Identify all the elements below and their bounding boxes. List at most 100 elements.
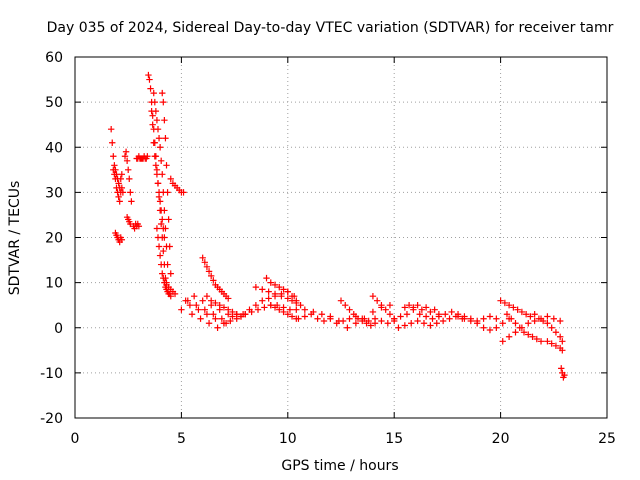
y-tick-label: 40 bbox=[45, 140, 63, 156]
data-point bbox=[537, 315, 545, 322]
data-point bbox=[414, 301, 421, 309]
data-point bbox=[111, 162, 118, 169]
data-point bbox=[145, 71, 152, 79]
data-point bbox=[558, 365, 565, 372]
y-tick-label: 30 bbox=[45, 185, 63, 201]
data-point bbox=[233, 315, 240, 322]
data-point bbox=[259, 297, 266, 304]
data-point bbox=[520, 329, 528, 336]
data-point bbox=[157, 157, 165, 164]
data-point bbox=[144, 153, 151, 160]
data-point bbox=[163, 162, 170, 169]
x-tick-label: 0 bbox=[71, 431, 80, 447]
data-point bbox=[544, 320, 551, 327]
data-point bbox=[288, 313, 296, 320]
data-point bbox=[203, 311, 211, 318]
data-point bbox=[548, 340, 555, 347]
data-point bbox=[263, 274, 270, 282]
data-point bbox=[371, 320, 379, 327]
data-point bbox=[395, 324, 402, 331]
data-point bbox=[116, 198, 123, 205]
data-point bbox=[442, 311, 449, 318]
data-point bbox=[210, 277, 217, 284]
data-point bbox=[408, 320, 415, 327]
data-point bbox=[410, 304, 417, 311]
data-point bbox=[110, 153, 117, 160]
data-point bbox=[210, 311, 217, 318]
data-point bbox=[115, 180, 122, 187]
y-tick-label: 10 bbox=[45, 276, 63, 292]
x-tick-label: 20 bbox=[492, 431, 510, 447]
data-point bbox=[135, 223, 143, 230]
data-point bbox=[265, 288, 272, 295]
data-point bbox=[384, 320, 392, 327]
data-point bbox=[197, 315, 204, 322]
data-point bbox=[335, 317, 343, 325]
x-axis-title: GPS time / hours bbox=[281, 458, 398, 474]
data-point bbox=[454, 313, 462, 320]
data-point bbox=[346, 315, 353, 322]
data-point bbox=[113, 184, 120, 192]
data-point bbox=[531, 317, 538, 325]
data-point bbox=[344, 324, 351, 331]
data-point bbox=[531, 311, 538, 318]
data-point bbox=[151, 153, 158, 160]
data-point bbox=[261, 304, 268, 311]
data-point bbox=[448, 308, 455, 316]
data-point bbox=[152, 162, 160, 169]
data-point bbox=[503, 311, 511, 318]
data-point bbox=[248, 308, 255, 316]
data-point bbox=[126, 175, 133, 183]
data-point bbox=[259, 286, 266, 293]
data-point bbox=[154, 234, 162, 241]
data-point bbox=[171, 290, 179, 298]
data-point bbox=[115, 193, 122, 201]
data-point bbox=[401, 322, 409, 329]
data-point bbox=[212, 299, 219, 307]
data-point bbox=[161, 207, 168, 214]
data-point bbox=[461, 315, 468, 322]
x-tick-label: 5 bbox=[177, 431, 186, 447]
data-point bbox=[122, 148, 130, 155]
data-point bbox=[382, 306, 389, 313]
data-point bbox=[159, 89, 166, 97]
data-point bbox=[162, 135, 169, 142]
data-point bbox=[533, 335, 540, 343]
data-point bbox=[552, 329, 560, 336]
data-point bbox=[403, 311, 411, 318]
x-tick-label: 15 bbox=[385, 431, 403, 447]
data-point bbox=[164, 261, 171, 268]
data-point bbox=[352, 320, 360, 327]
data-point bbox=[422, 313, 430, 320]
data-point bbox=[556, 333, 564, 340]
data-point bbox=[193, 301, 200, 309]
data-point bbox=[363, 320, 370, 327]
data-point bbox=[186, 301, 194, 309]
data-point bbox=[188, 311, 196, 318]
data-point bbox=[195, 306, 202, 313]
data-point bbox=[123, 157, 131, 164]
data-point bbox=[254, 306, 262, 313]
data-point bbox=[199, 254, 206, 262]
data-point bbox=[214, 324, 221, 331]
data-point bbox=[271, 281, 279, 289]
y-axis-title: SDTVAR / TECUs bbox=[7, 181, 23, 296]
data-point bbox=[561, 371, 568, 379]
data-point bbox=[220, 304, 228, 311]
data-point bbox=[505, 333, 513, 340]
data-point bbox=[508, 315, 515, 322]
data-point bbox=[552, 342, 560, 349]
data-point bbox=[439, 317, 447, 325]
data-point bbox=[280, 308, 287, 316]
data-point bbox=[160, 247, 167, 255]
data-point bbox=[369, 292, 377, 300]
data-point bbox=[320, 317, 328, 325]
data-point bbox=[252, 301, 260, 309]
data-point bbox=[367, 322, 374, 329]
data-point bbox=[527, 313, 534, 320]
data-point bbox=[149, 112, 156, 119]
data-point bbox=[276, 283, 283, 291]
data-point bbox=[153, 116, 161, 124]
data-point bbox=[154, 126, 162, 133]
